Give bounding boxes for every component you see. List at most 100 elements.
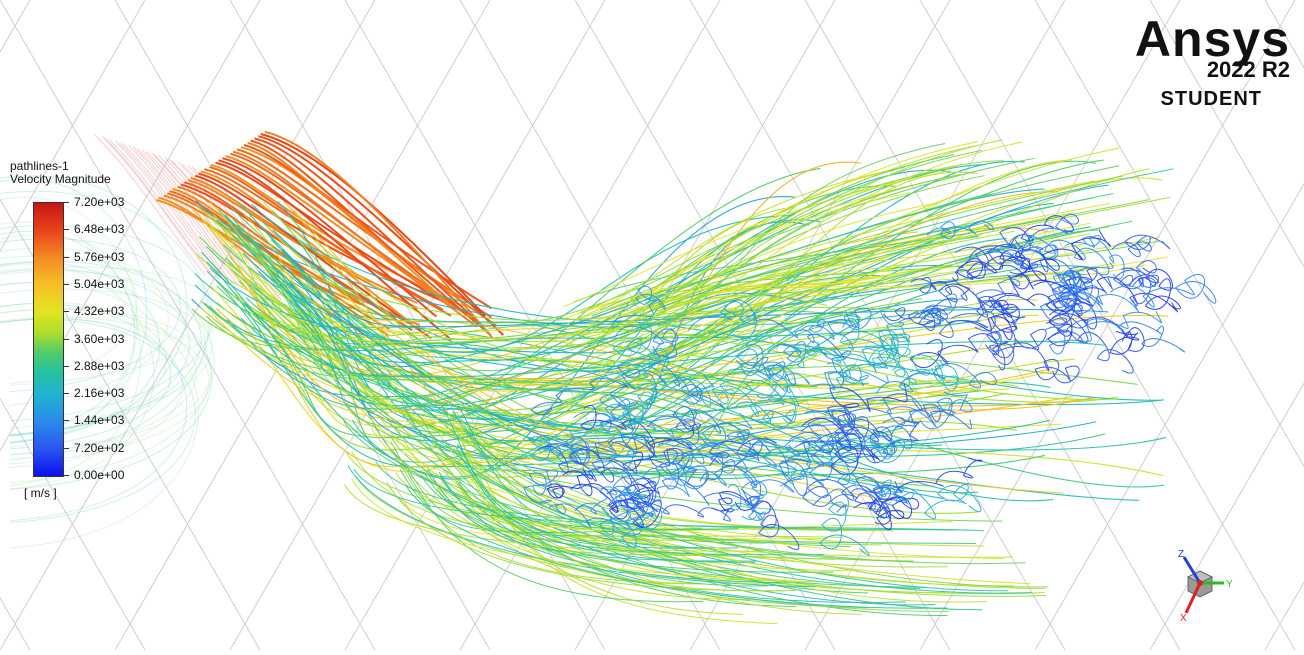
pathline bbox=[0, 261, 161, 443]
pathline bbox=[631, 364, 658, 410]
pathline bbox=[622, 422, 701, 471]
x-axis-arrow-icon bbox=[1184, 582, 1202, 614]
pathline bbox=[756, 318, 852, 360]
pathline bbox=[409, 417, 983, 611]
pathline bbox=[895, 403, 972, 429]
z-axis-arrow-icon bbox=[1182, 556, 1202, 584]
pathline bbox=[1015, 229, 1111, 282]
pathline bbox=[727, 368, 810, 394]
pathline bbox=[575, 502, 642, 548]
pathline bbox=[371, 428, 862, 571]
pathline bbox=[740, 475, 825, 507]
legend-tick-mark bbox=[63, 338, 69, 340]
pathline bbox=[638, 173, 961, 330]
pathline bbox=[776, 340, 842, 369]
pathline bbox=[386, 417, 948, 616]
pathline bbox=[1120, 267, 1160, 305]
pathline bbox=[200, 170, 413, 325]
pathline bbox=[401, 403, 913, 562]
pathline bbox=[612, 323, 669, 372]
pathline bbox=[647, 406, 700, 446]
axis-triad[interactable]: Z Y X bbox=[1160, 545, 1240, 625]
pathline bbox=[568, 141, 979, 338]
pathline bbox=[200, 251, 862, 478]
pathline bbox=[984, 248, 1113, 290]
pathline bbox=[242, 160, 1025, 432]
pathlines bbox=[156, 130, 1217, 625]
pathline bbox=[0, 263, 155, 490]
pathline bbox=[0, 281, 199, 549]
pathline bbox=[614, 484, 690, 521]
pathline bbox=[563, 169, 952, 308]
pathline bbox=[883, 307, 936, 332]
legend-tick-label: 6.48e+03 bbox=[74, 222, 125, 237]
pathline bbox=[0, 308, 197, 456]
pathline bbox=[955, 227, 1031, 267]
pathline bbox=[839, 318, 893, 366]
pathline bbox=[1109, 273, 1217, 308]
pathline bbox=[424, 472, 834, 573]
pathline bbox=[750, 500, 800, 550]
pathline bbox=[450, 458, 1046, 590]
pathline bbox=[1084, 318, 1186, 353]
pathline bbox=[282, 264, 856, 457]
pathline bbox=[533, 434, 636, 473]
pathline bbox=[442, 460, 776, 585]
pathline bbox=[667, 233, 983, 350]
pathline bbox=[659, 453, 749, 506]
pathline bbox=[986, 330, 1009, 371]
pathline bbox=[158, 196, 367, 337]
pathline bbox=[236, 148, 493, 319]
pathline bbox=[589, 145, 977, 344]
pathline bbox=[855, 476, 903, 501]
y-axis-label: Y bbox=[1226, 579, 1233, 590]
pathline bbox=[891, 359, 944, 388]
brand-version: 2022 R2 bbox=[1206, 57, 1290, 82]
pathline bbox=[375, 461, 970, 531]
pathline bbox=[158, 155, 270, 297]
pathline bbox=[807, 346, 900, 384]
pathline bbox=[824, 382, 908, 422]
pathline bbox=[0, 247, 169, 406]
pathline bbox=[983, 244, 1059, 266]
pathline bbox=[612, 285, 666, 323]
mesh-edge bbox=[0, 0, 261, 452]
pathline bbox=[253, 202, 1054, 460]
x-axis-label: X bbox=[1180, 613, 1187, 624]
legend-tick-label: 4.32e+03 bbox=[74, 304, 125, 319]
legend-tick-mark bbox=[63, 229, 69, 231]
pathline bbox=[244, 264, 939, 389]
pathline bbox=[910, 277, 971, 301]
pathline bbox=[614, 325, 679, 359]
pathline bbox=[1047, 309, 1087, 347]
pathline bbox=[991, 328, 1047, 365]
pathline bbox=[405, 485, 948, 609]
pathline bbox=[271, 303, 980, 514]
mesh-edge bbox=[919, 0, 1296, 651]
pathline bbox=[218, 159, 452, 341]
pathline bbox=[780, 460, 813, 487]
pathline bbox=[209, 202, 1019, 479]
pathline bbox=[0, 281, 213, 490]
pathline bbox=[530, 378, 628, 416]
pathline bbox=[816, 307, 872, 336]
pathline bbox=[812, 341, 848, 391]
mesh-edge bbox=[1149, 382, 1304, 651]
pathline bbox=[530, 435, 591, 464]
pathline bbox=[767, 340, 828, 363]
pathline bbox=[616, 177, 944, 352]
pathline bbox=[254, 263, 1053, 502]
pathline bbox=[523, 469, 559, 504]
pathline bbox=[909, 354, 960, 392]
pathline bbox=[909, 333, 1000, 368]
pathline bbox=[104, 137, 216, 279]
pathline bbox=[727, 484, 766, 521]
pathline bbox=[647, 363, 725, 409]
pathline bbox=[715, 438, 808, 496]
pathline bbox=[624, 147, 1120, 344]
pathline bbox=[584, 192, 1114, 349]
pathline bbox=[0, 302, 167, 438]
legend-tick-mark bbox=[63, 283, 69, 285]
